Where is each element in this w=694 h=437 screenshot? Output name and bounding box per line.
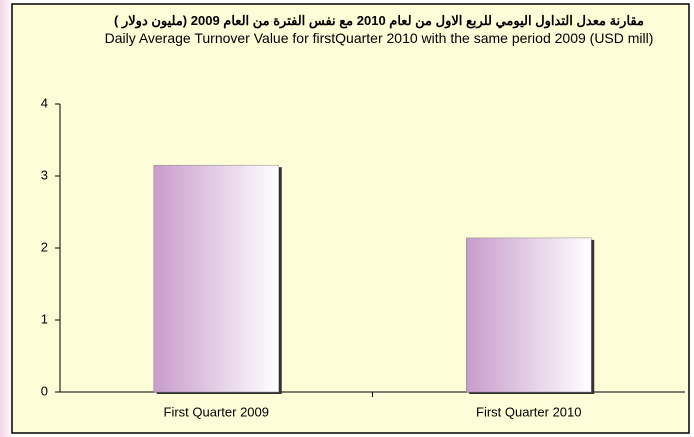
- y-tick-label: 1: [41, 311, 48, 326]
- chart-subtitle: Daily Average Turnover Value for firstQu…: [104, 30, 654, 46]
- bar: [466, 237, 592, 393]
- y-tick-label: 2: [41, 239, 48, 254]
- x-tick-label: First Quarter 2010: [476, 404, 582, 419]
- chart-title: مقارنة معدل التداول اليومي للربع الاول م…: [114, 13, 644, 28]
- x-tick-label: First Quarter 2009: [164, 404, 270, 419]
- y-tick-label: 4: [41, 95, 48, 110]
- y-tick-label: 3: [41, 167, 48, 182]
- bar: [153, 164, 279, 393]
- page-edge: [0, 0, 14, 437]
- title-block: مقارنة معدل التداول اليومي للربع الاول م…: [70, 12, 688, 47]
- y-tick-label: 0: [41, 383, 48, 398]
